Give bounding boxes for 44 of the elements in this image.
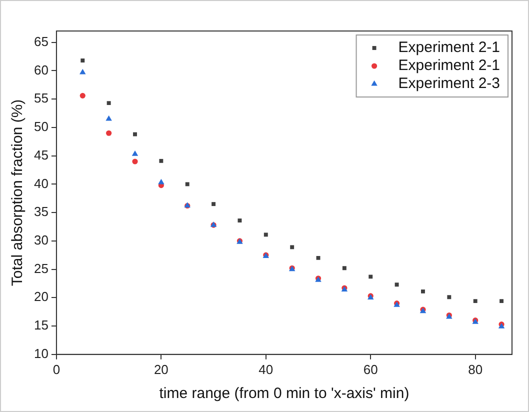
legend-label: Experiment 2-3: [398, 75, 500, 92]
y-tick-label: 55: [34, 90, 48, 106]
point: [159, 158, 164, 163]
point: [290, 245, 294, 250]
y-tick-label: 50: [34, 119, 48, 134]
y-tick-label: 10: [34, 346, 48, 361]
point: [132, 158, 138, 164]
point: [447, 295, 452, 300]
x-tick-label: 0: [52, 362, 60, 377]
point: [80, 58, 85, 62]
point: [238, 218, 242, 222]
legend-label: Experiment 2-1: [398, 39, 500, 56]
point: [185, 182, 190, 186]
point: [158, 178, 164, 184]
x-tick-label: 60: [363, 362, 378, 377]
point: [342, 266, 346, 270]
point: [394, 282, 399, 287]
y-tick-label: 35: [34, 204, 48, 220]
point: [80, 68, 86, 74]
point: [212, 202, 216, 206]
point: [421, 289, 425, 294]
point: [500, 299, 504, 304]
x-tick-label: 80: [468, 362, 483, 377]
point: [264, 232, 268, 237]
y-tick-label: 65: [34, 34, 48, 49]
x-tick-label: 20: [154, 362, 168, 377]
y-tick-label: 20: [34, 289, 48, 304]
point: [106, 115, 112, 121]
x-axis-title: time range (from 0 min to 'x-axis' min): [159, 385, 410, 402]
y-tick-label: 25: [34, 260, 48, 276]
y-tick-label: 40: [34, 176, 48, 191]
y-tick-label: 60: [34, 62, 48, 78]
point: [473, 299, 478, 304]
y-tick-label: 15: [34, 318, 48, 333]
point: [106, 130, 112, 136]
y-tick-label: 30: [34, 232, 48, 248]
point: [132, 150, 138, 156]
y-axis-title: Total absorption fraction (%): [9, 99, 26, 286]
point: [80, 92, 86, 98]
y-tick-label: 45: [34, 147, 48, 162]
point: [368, 274, 373, 279]
legend-label: Experiment 2-1: [398, 57, 500, 74]
x-tick-label: 40: [258, 362, 274, 377]
point: [106, 101, 111, 106]
